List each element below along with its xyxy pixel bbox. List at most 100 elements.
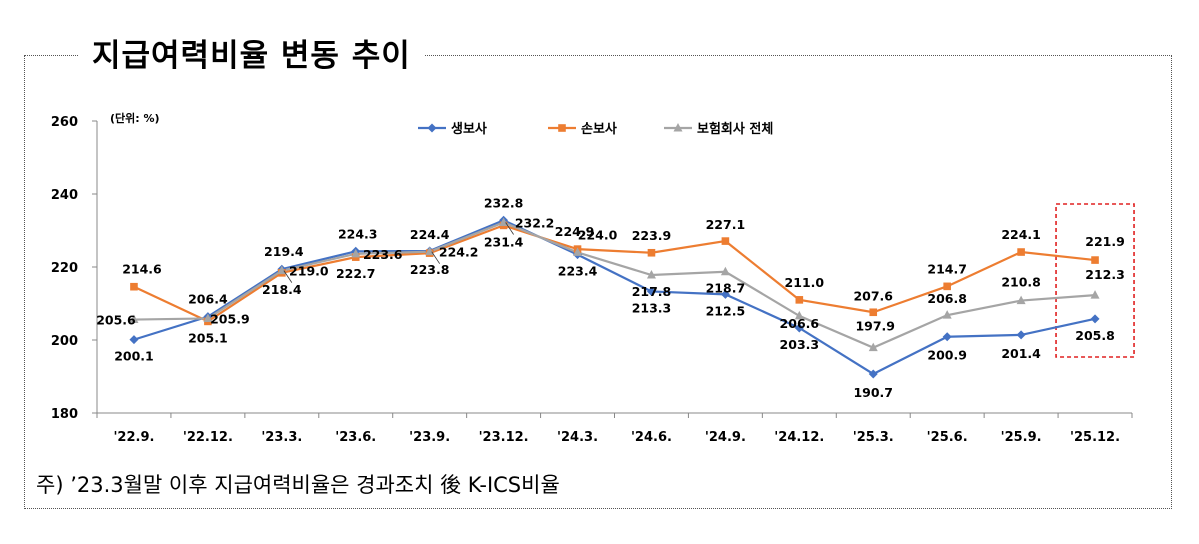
label-leader-line [283,270,293,283]
data-point [425,246,435,256]
data-label: 223.9 [632,228,672,243]
data-label: 217.8 [632,284,672,299]
footnote: 주) ’23.3월말 이후 지급여력비율은 경과조치 後 K-ICS비율 [36,473,560,497]
data-label: 206.8 [927,291,967,306]
data-label: 205.9 [210,311,250,326]
data-point [794,310,804,320]
data-point [720,266,730,276]
x-tick-label: '24.12. [774,430,824,445]
data-point [1090,290,1100,299]
x-tick-label: '24.3. [557,430,598,445]
x-tick-label: '24.6. [631,430,672,445]
data-label: 231.4 [484,234,524,249]
highlight-box [1055,203,1135,358]
x-tick-label: '25.6. [927,430,968,445]
data-point [943,282,951,291]
y-tick-label: 240 [51,188,78,203]
data-point [203,313,213,322]
y-tick-label: 200 [51,334,78,349]
data-label: 223.6 [363,247,403,262]
data-label: 210.8 [1001,275,1041,290]
data-point [868,342,878,352]
series-line [133,221,1096,349]
data-label: 200.1 [114,349,154,364]
data-point [1016,295,1026,305]
data-point [720,289,730,299]
data-label: 197.9 [855,319,895,334]
chart-axes: 180 200 220 240 260 '22.9. '22.12. '23.3. '23.6.… [51,111,1133,445]
data-label: 214.7 [927,261,967,276]
data-point [646,270,656,279]
data-label: 223.8 [410,262,450,277]
page-title: 지급여력비율 변동 추이 [78,36,425,76]
x-tick-label: '24.9. [705,430,746,445]
label-leader-line [505,222,514,235]
data-point [277,265,287,275]
data-label: 200.9 [927,348,967,363]
data-point [129,314,139,324]
legend-label: 보험회사 전체 [697,121,773,137]
data-label: 219.4 [264,244,304,259]
data-label: 224.3 [338,226,378,241]
data-label: 213.3 [632,300,672,315]
x-tick-label: '23.3. [261,430,302,445]
data-label: 221.9 [1085,234,1125,249]
data-label: 201.4 [1001,346,1041,361]
data-label: 205.6 [96,313,136,328]
data-point [1091,256,1099,264]
data-label: 218.4 [262,282,302,297]
data-point [1016,330,1026,340]
x-tick-label: '23.12. [479,430,529,445]
data-label: 224.9 [555,224,595,239]
legend-marker [673,123,683,132]
series-line [133,224,1096,323]
data-label: 224.0 [578,227,618,242]
legend: 생보사 손보사 보험회사 전체 [418,121,773,137]
data-label: 224.2 [439,245,479,260]
data-label: 222.7 [336,266,376,281]
data-label: 205.8 [1075,328,1115,343]
data-point [1090,314,1100,324]
legend-marker [558,124,566,132]
data-point [646,286,656,296]
x-tick-label: '22.12. [183,430,233,445]
y-tick-label: 260 [51,115,78,130]
data-label: 223.4 [558,264,598,279]
x-tick-label: '23.9. [409,430,450,445]
data-label: 219.0 [289,264,329,279]
data-label: 203.3 [780,337,820,352]
unit-label: (단위: %) [110,111,160,125]
data-label: 205.1 [188,330,228,345]
series-markers [129,215,1100,379]
data-label: 190.7 [853,385,893,400]
data-label: 206.6 [780,316,820,331]
series-lines [133,219,1096,376]
x-tick-label: '25.12. [1070,430,1120,445]
data-point [1017,248,1025,256]
legend-marker [427,123,437,133]
highlight-box-rect [1055,203,1135,358]
data-point [130,282,138,291]
series-line [133,219,1096,376]
data-point [573,247,583,256]
data-label: 212.5 [706,303,746,318]
y-tick-label: 220 [51,261,78,276]
data-label: 214.6 [122,262,162,277]
data-label: 224.4 [410,227,450,242]
data-point [647,248,656,257]
data-point [499,217,509,226]
x-tick-label: '25.3. [853,430,894,445]
data-label: 232.2 [515,215,555,230]
data-point [869,308,878,317]
legend-label: 손보사 [581,121,617,137]
data-point [794,323,804,333]
data-label: 232.8 [484,195,524,210]
data-point [351,248,361,258]
chart-frame [24,55,1172,509]
legend-label: 생보사 [451,121,487,137]
label-leader-line [431,251,441,264]
data-point [721,237,730,245]
data-label: 212.3 [1085,267,1125,282]
data-label: 211.0 [785,275,825,290]
